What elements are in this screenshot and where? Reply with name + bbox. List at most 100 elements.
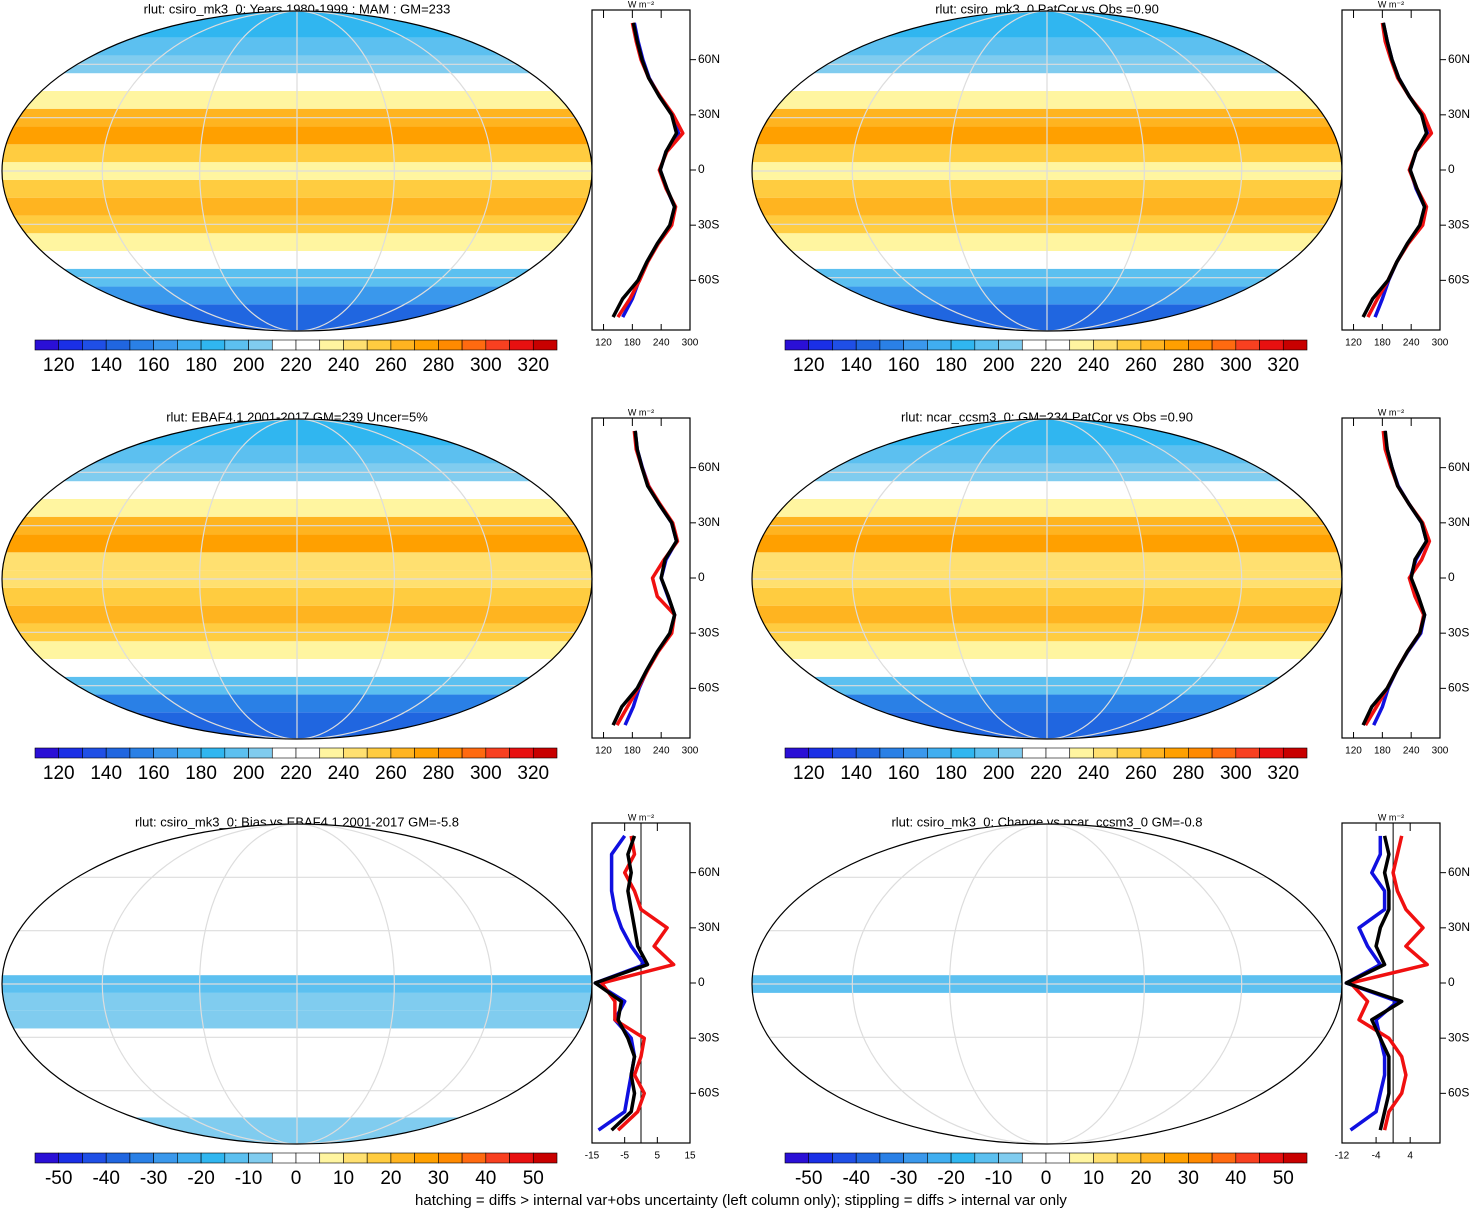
colorbar-box <box>950 339 976 351</box>
x-tick-label: -4 <box>1372 1151 1381 1162</box>
colorbar-box <box>295 747 321 759</box>
colorbar-box <box>82 339 107 351</box>
colorbar-label: -40 <box>92 1168 119 1189</box>
colorbar-box <box>105 339 131 351</box>
colorbar-box <box>1235 339 1260 351</box>
zonal-line <box>600 835 676 1132</box>
graticule <box>101 11 493 331</box>
colorbar-box <box>58 747 83 759</box>
colorbar-label: 260 <box>375 355 407 376</box>
colorbar-box <box>784 339 810 351</box>
colorbar-box <box>271 1152 297 1164</box>
colorbar-box <box>950 1152 976 1164</box>
colorbar-box <box>390 339 415 351</box>
colorbar-label: 180 <box>185 355 217 376</box>
colorbar-box <box>1093 747 1118 759</box>
x-tick-label: 300 <box>682 338 699 349</box>
zonal-line <box>1364 430 1432 727</box>
colorbar-label: 200 <box>233 763 265 784</box>
y-tick-label: 60N <box>698 865 720 879</box>
colorbar-label: 30 <box>428 1168 449 1189</box>
colorbar-box <box>438 1152 463 1164</box>
colorbar-box <box>1164 339 1189 351</box>
colorbar-label: -10 <box>235 1168 262 1189</box>
colorbar-box <box>974 1152 999 1164</box>
colorbar-box <box>1259 339 1284 351</box>
colorbar-box <box>855 747 881 759</box>
colorbar-box <box>319 339 344 351</box>
colorbar-label: 140 <box>90 355 122 376</box>
colorbar-box <box>927 339 952 351</box>
colorbar-label: 240 <box>328 355 360 376</box>
colorbar-label: 220 <box>1030 763 1062 784</box>
colorbar-label: 120 <box>43 763 75 784</box>
colorbar-box <box>224 339 249 351</box>
colorbar-box <box>1235 1152 1260 1164</box>
colorbar-box <box>153 747 178 759</box>
x-tick-label: 4 <box>1407 1151 1413 1162</box>
x-tick-label: 300 <box>1432 746 1449 757</box>
colorbar-label: 240 <box>1078 355 1110 376</box>
y-tick-label: 60S <box>1448 1086 1469 1100</box>
x-tick-label: 180 <box>624 338 641 349</box>
colorbar-box <box>366 339 392 351</box>
colorbar-box <box>532 747 558 759</box>
colorbar-box <box>366 747 392 759</box>
colorbar-box <box>998 339 1023 351</box>
units-label: W m⁻² <box>628 812 654 822</box>
colorbar-box <box>998 747 1023 759</box>
x-tick-label: 120 <box>1345 746 1362 757</box>
colorbar-box <box>485 339 510 351</box>
colorbar-label: -50 <box>45 1168 72 1189</box>
colorbar-box <box>509 1152 534 1164</box>
y-tick-label: 0 <box>698 162 705 176</box>
graticule <box>199 11 395 331</box>
colorbar-label: 300 <box>470 763 502 784</box>
graticule <box>851 11 1243 331</box>
graticule <box>199 419 395 739</box>
colorbar-box <box>1021 747 1047 759</box>
colorbar-box <box>271 339 297 351</box>
colorbar-box <box>1069 1152 1094 1164</box>
colorbar-box <box>485 747 510 759</box>
colorbar-label: 300 <box>1220 355 1252 376</box>
colorbar-box <box>1140 339 1165 351</box>
colorbar-label: 0 <box>1041 1168 1052 1189</box>
colorbar-box <box>438 339 463 351</box>
zonal-line <box>1373 22 1430 318</box>
colorbar-box <box>390 1152 415 1164</box>
colorbar-box <box>200 339 226 351</box>
colorbar-label: 260 <box>1125 763 1157 784</box>
units-label: W m⁻² <box>1378 0 1404 9</box>
colorbar-label: 200 <box>233 355 265 376</box>
colorbar-box <box>485 1152 510 1164</box>
panel-title: rlut: csiro_mk3_0: Years 1980-1999 : MAM… <box>144 1 451 16</box>
y-tick-label: 0 <box>1448 975 1455 989</box>
colorbar-box <box>1188 1152 1213 1164</box>
colorbar-box <box>903 747 928 759</box>
colorbar-box <box>295 339 321 351</box>
colorbar-label: 50 <box>523 1168 544 1189</box>
units-label: W m⁻² <box>1378 812 1404 822</box>
x-tick-label: 120 <box>595 746 612 757</box>
colorbar-box <box>808 1152 833 1164</box>
colorbar-box <box>1164 747 1189 759</box>
colorbar-box <box>808 747 833 759</box>
y-tick-label: 30N <box>1448 920 1470 934</box>
units-label: W m⁻² <box>628 0 654 9</box>
colorbar-label: 260 <box>1125 355 1157 376</box>
colorbar-box <box>105 1152 131 1164</box>
colorbar-box <box>974 339 999 351</box>
zonal-line <box>1361 430 1429 726</box>
colorbar-box <box>177 339 202 351</box>
colorbar-box <box>153 339 178 351</box>
y-tick-label: 30N <box>698 107 720 121</box>
y-tick-label: 0 <box>698 975 705 989</box>
colorbar-label: -30 <box>140 1168 167 1189</box>
colorbar-label: -20 <box>937 1168 964 1189</box>
y-tick-label: 30S <box>698 217 719 231</box>
colorbar-box <box>177 1152 202 1164</box>
colorbar-box <box>200 747 226 759</box>
colorbar-box <box>58 339 83 351</box>
